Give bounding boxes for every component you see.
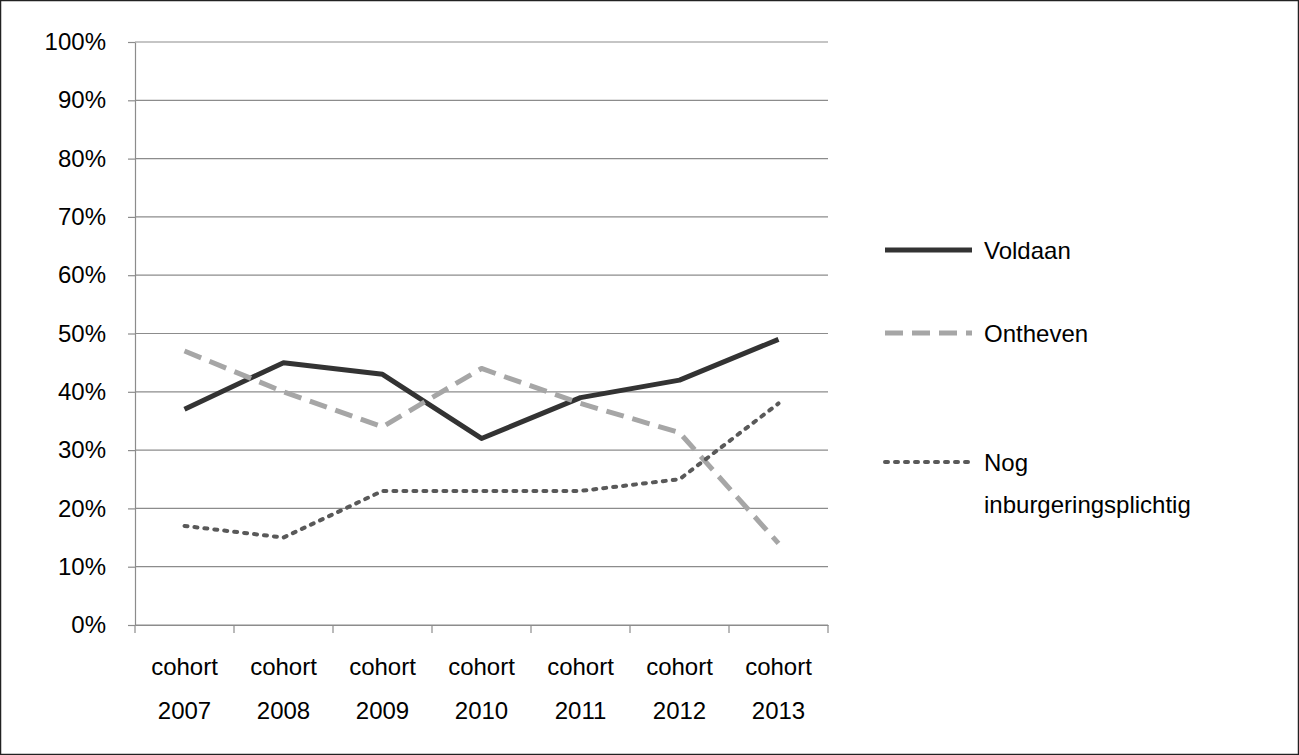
y-tick-mark [128,450,135,451]
grid-line [135,508,828,509]
x-boundary-tick [233,625,234,633]
x-boundary-tick [530,625,531,633]
x-axis: cohort2007 cohort2008 cohort2009 cohort2010… [135,625,829,724]
x-tick: cohort2013 [745,653,812,724]
y-tick-label: 40% [58,378,106,405]
y-tick-mark [128,159,135,160]
y-tick-label: 50% [58,320,106,347]
y-tick-label: 10% [58,553,106,580]
y-tick-label: 60% [58,261,106,288]
grid-line [135,100,828,101]
y-tick: 90% [58,86,135,113]
legend-item: Voldaan [885,237,1071,264]
x-tick: cohort2007 [151,653,218,724]
grid-line [135,450,828,451]
y-tick-mark [128,275,135,276]
grid-line [135,41,828,42]
x-boundary-tick [431,625,432,633]
y-tick: 100% [45,28,135,55]
x-boundary-tick [134,625,135,633]
y-tick-label: 100% [45,28,106,55]
y-tick-label: 70% [58,203,106,230]
y-axis-line [135,43,136,626]
y-tick: 10% [58,553,135,580]
y-tick-mark [128,42,135,43]
y-tick-label: 20% [58,495,106,522]
y-tick-label: 0% [71,611,106,638]
x-tick-label: cohort2007 [151,653,218,724]
legend-label: Noginburgeringsplichtig [984,449,1191,518]
x-tick-label: cohort2009 [349,653,416,724]
y-axis: 0% 10% 20% 30% 40% 50% 60% 70% 80% 90% 100% [45,28,136,638]
y-tick-mark [128,100,135,101]
legend-swatch [885,460,972,464]
frame [1,1,1299,755]
y-tick-mark [128,392,135,393]
y-tick: 80% [58,145,135,172]
x-boundary-tick [629,625,630,633]
x-tick: cohort2009 [349,653,416,724]
y-tick-mark [128,217,135,218]
grid-line [135,624,828,625]
x-tick-label: cohort2008 [250,653,317,724]
grid-line [135,216,828,217]
x-boundary-tick [827,625,828,633]
x-tick: cohort2012 [646,653,713,724]
y-tick: 70% [58,203,135,230]
series-line [185,403,779,537]
x-tick-label: cohort2010 [448,653,515,724]
y-tick: 60% [58,261,135,288]
x-tick: cohort2010 [448,653,515,724]
grid [135,42,828,625]
grid-line [135,391,828,392]
legend: Voldaan Ontheven Noginburgeringsplichtig [885,237,1191,518]
y-tick-mark [128,625,135,626]
series-line [185,351,779,543]
chart: 0% 10% 20% 30% 40% 50% 60% 70% 80% 90% 100% cohort2… [0,0,1299,755]
x-boundary-tick [728,625,729,633]
legend-swatch [885,248,972,253]
x-tick-label: cohort2011 [547,653,614,724]
x-tick: cohort2011 [547,653,614,724]
lines [185,339,779,543]
x-tick-label: cohort2013 [745,653,812,724]
grid-line [135,275,828,276]
y-tick: 40% [58,378,135,405]
legend-label: Voldaan [984,237,1071,264]
y-tick: 20% [58,495,135,522]
x-tick: cohort2008 [250,653,317,724]
y-tick-label: 80% [58,145,106,172]
grid-line [135,566,828,567]
y-tick-mark [128,333,135,334]
legend-item: Noginburgeringsplichtig [885,449,1191,518]
grid-line [135,158,828,159]
y-tick-mark [128,508,135,509]
legend-label: Ontheven [984,320,1088,347]
y-tick: 0% [71,611,135,638]
y-tick-mark [128,567,135,568]
grid-line [135,333,828,334]
x-boundary-tick [332,625,333,633]
legend-swatch [885,331,972,336]
y-tick-label: 90% [58,86,106,113]
x-axis-line [136,625,829,626]
legend-item: Ontheven [885,320,1088,347]
y-tick-label: 30% [58,436,106,463]
y-tick: 50% [58,320,135,347]
x-tick-label: cohort2012 [646,653,713,724]
y-tick: 30% [58,436,135,463]
